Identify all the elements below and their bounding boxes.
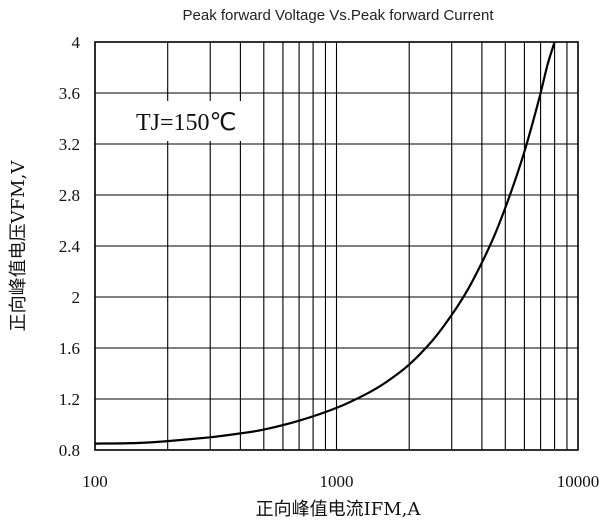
y-tick-label: 1.6 xyxy=(59,339,80,358)
x-tick-label: 10000 xyxy=(557,472,599,491)
annotation-box xyxy=(126,101,244,141)
temperature-annotation: TJ=150℃ xyxy=(136,110,237,136)
y-tick-label: 1.2 xyxy=(59,390,80,409)
x-tick-label: 1000 xyxy=(320,472,354,491)
chart-title: Peak forward Voltage Vs.Peak forward Cur… xyxy=(183,7,495,24)
x-tick-labels: 100 1000 10000 xyxy=(82,472,599,491)
series-line xyxy=(94,41,556,445)
y-tick-label: 2.8 xyxy=(59,186,80,205)
y-tick-label: 3.6 xyxy=(59,84,80,103)
plot-frame xyxy=(94,41,579,451)
y-tick-label: 0.8 xyxy=(59,441,80,460)
x-axis-label: 正向峰值电流IFM,A xyxy=(256,499,422,520)
x-tick-label: 100 xyxy=(82,472,108,491)
y-tick-label: 3.2 xyxy=(59,135,80,154)
y-tick-label: 2 xyxy=(72,288,81,307)
y-tick-labels: 0.8 1.2 1.6 2 2.4 2.8 3.2 3.6 4 xyxy=(59,33,81,460)
y-tick-label: 2.4 xyxy=(59,237,81,256)
y-tick-label: 4 xyxy=(72,33,81,52)
y-axis-label: 正向峰值电压VFM,V xyxy=(8,160,29,332)
